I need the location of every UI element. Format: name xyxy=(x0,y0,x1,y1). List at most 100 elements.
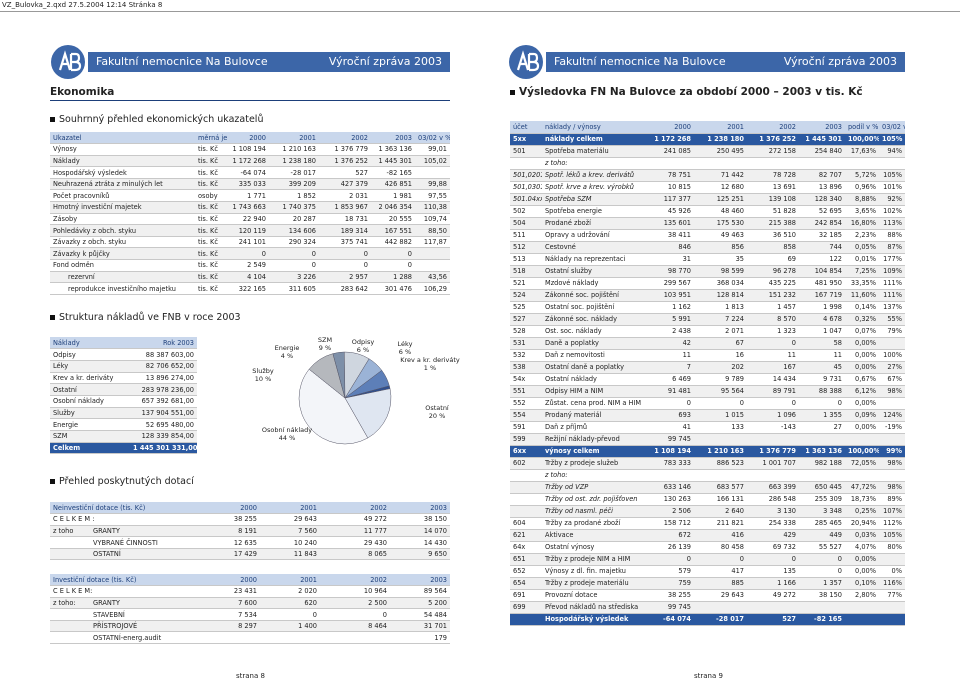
table-cell: 290 324 xyxy=(269,236,319,249)
table-cell: 1 740 375 xyxy=(269,201,319,214)
table-cell: -64 074 xyxy=(227,166,269,179)
table-row: Náklady tis. Kč 1 172 268 1 238 180 1 376 25… xyxy=(50,155,450,168)
table-cell: 99 745 xyxy=(642,433,694,446)
table-cell: 886 523 xyxy=(694,457,747,470)
table-cell: 20 287 xyxy=(269,213,319,226)
page-number: strana 8 xyxy=(236,672,265,680)
slice-value: 6 % xyxy=(357,346,369,354)
header-cell: 2002 xyxy=(319,132,371,145)
header-cell: 2001 xyxy=(269,132,319,145)
table-cell: 6,12% xyxy=(845,385,879,398)
table-cell: 27% xyxy=(879,361,905,374)
table-cell: rezervní xyxy=(50,271,195,284)
table-cell xyxy=(747,157,799,170)
table-cell: 91 481 xyxy=(642,385,694,398)
pie-slice xyxy=(344,388,392,439)
table-cell: 2 500 xyxy=(320,597,390,610)
table-cell: 0 xyxy=(694,397,747,410)
table-cell: Převod nákladů na střediska xyxy=(542,601,642,614)
table-cell: 12 635 xyxy=(195,536,260,549)
table-cell: 111% xyxy=(879,277,905,290)
table-cell: 3 226 xyxy=(269,271,319,284)
table-cell: 0 xyxy=(269,259,319,272)
table-cell: 7 560 xyxy=(260,525,320,538)
table-cell: 0,00% xyxy=(845,397,879,410)
table-cell: 117,87 xyxy=(415,236,450,249)
table-cell: z toho: xyxy=(50,597,90,610)
table-cell: 11 xyxy=(642,349,694,362)
table-cell: Fond odměn xyxy=(50,259,195,272)
table-row: 54x Ostatní náklady 6 469 9 789 14 434 9 731 0… xyxy=(510,373,905,386)
table-cell xyxy=(510,157,542,170)
table-row: Hmotný investiční majetek tis. Kč 1 743 66… xyxy=(50,201,450,214)
table-cell: 501.04xx xyxy=(510,193,542,206)
table-cell: 2,23% xyxy=(845,229,879,242)
table-cell: Prodané zboží xyxy=(542,217,642,230)
table-row: 524 Zákonné soc. pojištění 103 951 128 814 1… xyxy=(510,289,905,302)
table-cell: STAVEBNÍ xyxy=(90,608,195,621)
table-cell xyxy=(415,166,450,179)
table-cell: 189 314 xyxy=(319,224,371,237)
table-row: 527 Zákonné soc. náklady 5 991 7 224 8 570 4 … xyxy=(510,313,905,326)
table-cell: 99 745 xyxy=(642,601,694,614)
table-row: 501.04xx Spotřeba SZM 117 377 125 251 139 10… xyxy=(510,193,905,206)
table-cell xyxy=(510,613,542,626)
table-cell: 241 085 xyxy=(642,145,694,158)
header-row: Investiční dotace (tis. Kč) 2000 2001 2002 2… xyxy=(50,574,450,587)
table-cell: 286 548 xyxy=(747,493,799,506)
table-cell: 1 376 252 xyxy=(747,133,799,146)
table-cell: tis. Kč xyxy=(195,213,227,226)
table-cell: Ostatní náklady xyxy=(542,373,642,386)
table-cell: 135 xyxy=(747,565,799,578)
table-cell: 744 xyxy=(799,241,845,254)
table-cell: Ostatní daně a poplatky xyxy=(542,361,642,374)
table-cell: 0 xyxy=(320,608,390,621)
table-row: 511 Opravy a udržování 38 411 49 463 36 510 3… xyxy=(510,229,905,242)
table-cell: 501,0301 xyxy=(510,181,542,194)
table-cell: 72,05% xyxy=(845,457,879,470)
table-cell: 1 813 xyxy=(694,301,747,314)
title-text: Souhrnný přehled ekonomických ukazatelů xyxy=(59,114,264,125)
table-cell: 117 377 xyxy=(642,193,694,206)
table-cell: Cestovné xyxy=(542,241,642,254)
table-cell: Mzdové náklady xyxy=(542,277,642,290)
table-cell xyxy=(845,613,879,626)
table-cell: osoby xyxy=(195,189,227,203)
table-row: 528 Ost. soc. náklady 2 438 2 071 1 323 1 047… xyxy=(510,325,905,338)
table-cell: 322 165 xyxy=(227,282,269,295)
table-cell xyxy=(694,157,747,170)
table-cell: 99,01 xyxy=(415,143,450,156)
table-row: PŘÍSTROJOVÉ 8 297 1 400 8 464 31 701 xyxy=(50,620,450,633)
table-cell: OSTATNÍ xyxy=(90,548,195,561)
table: Investiční dotace (tis. Kč) 2000 2001 2002 2… xyxy=(50,574,450,645)
table-cell: 49 272 xyxy=(747,589,799,602)
title-text: Struktura nákladů ve FNB v roce 2003 xyxy=(59,312,241,323)
table-cell: C E L K E M: xyxy=(50,585,195,598)
table-cell: 654 xyxy=(510,577,542,590)
table-cell xyxy=(799,469,845,482)
table-cell xyxy=(510,493,542,506)
table-cell: 17 429 xyxy=(195,548,260,561)
table-cell: 20 555 xyxy=(371,213,415,226)
table-cell: C E L K E M : xyxy=(50,513,195,526)
table-cell: 856 xyxy=(694,241,747,254)
slice-value: 20 % xyxy=(429,412,446,420)
table-cell: 5 200 xyxy=(390,597,450,610)
table-cell: 128 339 854,00 xyxy=(130,430,197,443)
table-cell: 41 xyxy=(642,421,694,434)
table-row: 591 Daň z příjmů 41 133 -143 27 0,00% -19% xyxy=(510,421,905,434)
table-cell: 167 719 xyxy=(799,289,845,302)
table-row: 538 Ostatní daně a poplatky 7 202 167 45 0,00%… xyxy=(510,361,905,374)
table-cell: 52 695 480,00 xyxy=(130,418,197,431)
table-cell: 64x xyxy=(510,541,542,554)
table-cell: 531 xyxy=(510,337,542,350)
header-cell: 2000 xyxy=(227,132,269,145)
table-cell: 0 xyxy=(260,608,320,621)
header-cell: 2001 xyxy=(260,502,320,515)
table-row: 501,0201 Spotř. léků a krev. derivátů 78 7… xyxy=(510,169,905,182)
table-cell: 335 033 xyxy=(227,178,269,191)
table-cell: 0,09% xyxy=(845,409,879,422)
table-cell: 0,00% xyxy=(845,349,879,362)
table-row: 6xx výnosy celkem 1 108 194 1 210 163 1 376 … xyxy=(510,445,905,458)
table-cell: 283 978 236,00 xyxy=(130,383,197,396)
